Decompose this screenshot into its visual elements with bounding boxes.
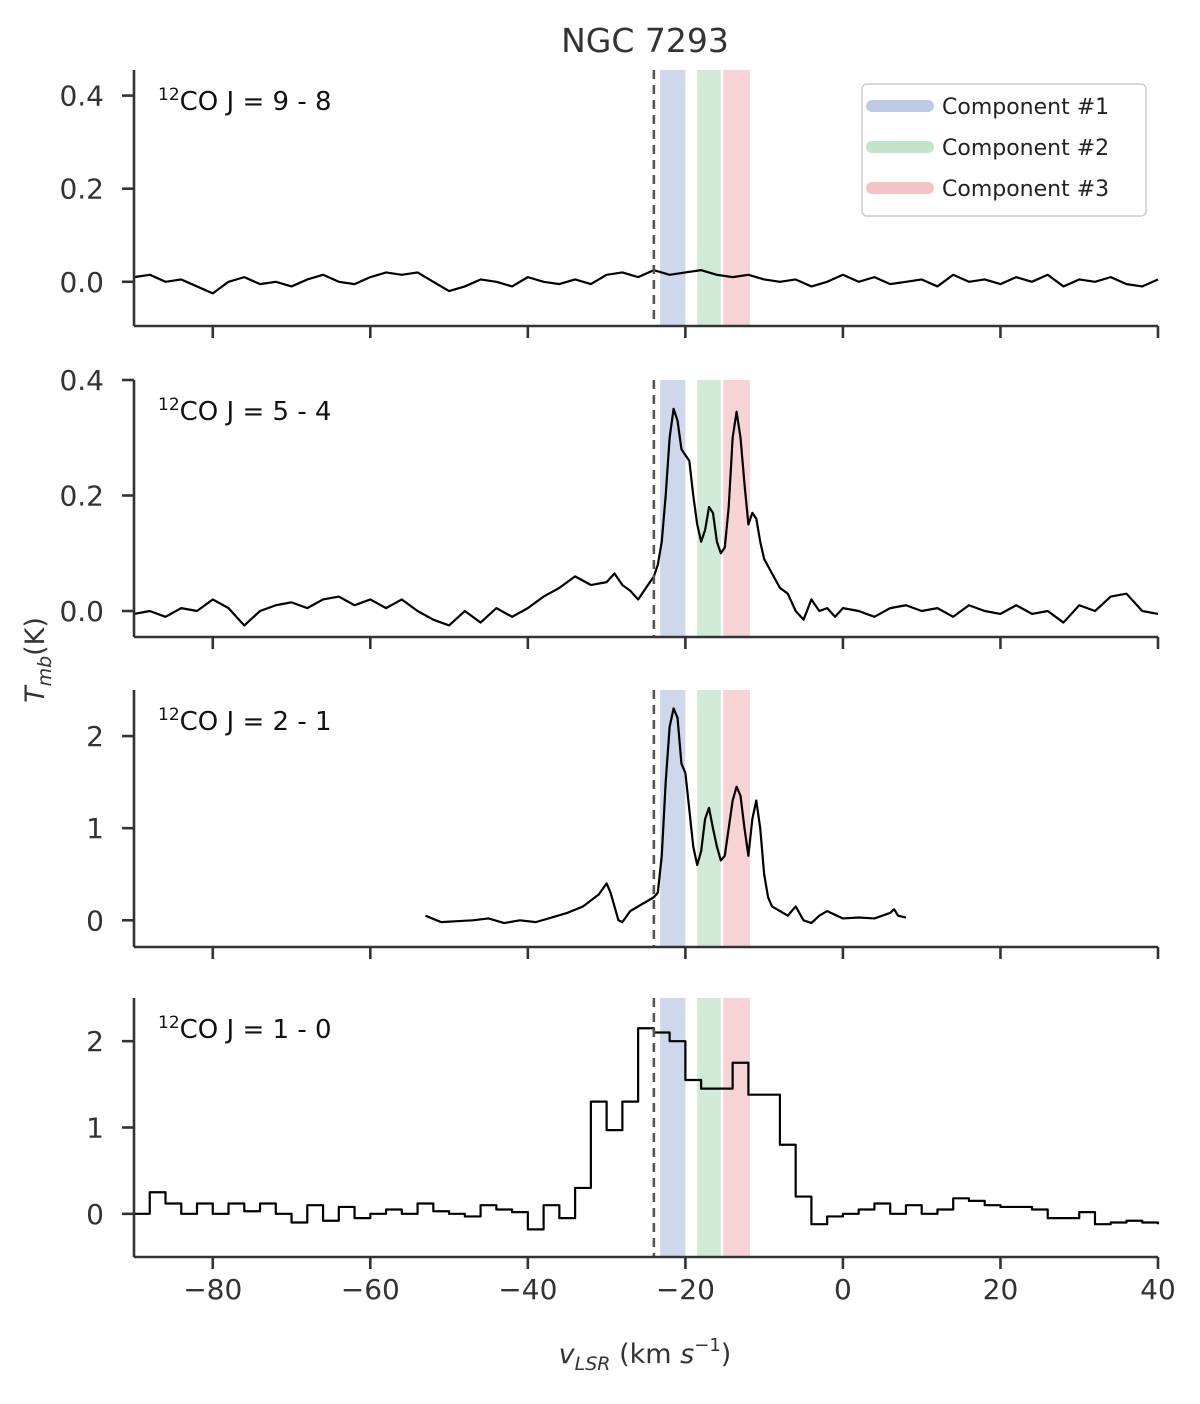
component-band-2 — [697, 70, 721, 326]
x-tick-label: 0 — [834, 1273, 852, 1306]
y-tick-label: 0.0 — [59, 595, 104, 628]
component-band-3 — [723, 70, 750, 326]
panel-label-isotope: 12 — [158, 705, 180, 725]
x-axis-title-part: (km — [611, 1339, 681, 1370]
component-band-1 — [660, 70, 686, 326]
panel-label-transition: CO J = 1 - 0 — [180, 1015, 332, 1045]
legend-label-1: Component #1 — [942, 95, 1109, 120]
panel-label-transition: CO J = 5 - 4 — [180, 397, 332, 427]
x-tick-label: −20 — [656, 1273, 715, 1306]
legend-box — [861, 83, 1147, 217]
x-tick-label: 20 — [983, 1273, 1019, 1306]
x-axis-title-part: −1 — [694, 1335, 721, 1356]
spectrum-line — [133, 269, 1159, 295]
spectrum-line — [133, 407, 1159, 627]
panel-label-isotope: 12 — [158, 85, 180, 105]
y-tick-label: 0.2 — [59, 173, 104, 206]
legend-label-2: Component #2 — [942, 136, 1109, 161]
x-tick-label: −40 — [498, 1273, 557, 1306]
y-tick-label: 2 — [86, 720, 104, 753]
component-band-3 — [723, 998, 750, 1257]
panel-label: 12CO J = 9 - 8 — [158, 85, 332, 117]
x-tick-label: −80 — [183, 1273, 242, 1306]
panel-label: 12CO J = 2 - 1 — [158, 705, 332, 737]
y-tick-label: 0 — [86, 1198, 104, 1231]
panel-label: 12CO J = 5 - 4 — [158, 395, 332, 427]
y-tick-label: 2 — [86, 1025, 104, 1058]
chart-title: NGC 7293 — [561, 21, 729, 60]
y-tick-label: 0.2 — [59, 480, 104, 513]
panel-label: 12CO J = 1 - 0 — [158, 1013, 332, 1045]
component-band-1 — [660, 998, 686, 1257]
spectrum-line — [425, 707, 907, 925]
panel-label-transition: CO J = 2 - 1 — [180, 707, 332, 737]
x-tick-label: 40 — [1140, 1273, 1176, 1306]
component-band-2 — [697, 690, 721, 947]
y-tick-label: 1 — [86, 1112, 104, 1145]
y-tick-label: 0 — [86, 904, 104, 937]
x-axis-title-part: LSR — [575, 1353, 611, 1375]
y-axis-title: Tmb(K) — [20, 617, 56, 703]
panel-label-isotope: 12 — [158, 1013, 180, 1033]
component-band-2 — [697, 998, 721, 1257]
x-axis-title-part: ) — [721, 1339, 732, 1370]
panel-label-isotope: 12 — [158, 395, 180, 415]
legend-label-3: Component #3 — [942, 177, 1109, 202]
x-axis-title-part: v — [559, 1339, 576, 1370]
y-axis-title-part: mb — [34, 656, 56, 687]
panel-label-transition: CO J = 9 - 8 — [180, 87, 332, 117]
spectrum-line — [134, 1027, 1160, 1231]
x-tick-label: −60 — [341, 1273, 400, 1306]
y-tick-label: 0.4 — [59, 364, 104, 397]
y-tick-label: 1 — [86, 812, 104, 845]
component-band-3 — [723, 690, 750, 947]
x-axis-title: vLSR (km s−1) — [559, 1335, 732, 1375]
x-axis-title-part: s — [680, 1339, 694, 1370]
y-tick-label: 0.4 — [59, 80, 104, 113]
y-axis-title-part: (K) — [20, 617, 51, 656]
y-axis-title-part: T — [20, 684, 51, 703]
y-tick-label: 0.0 — [59, 266, 104, 299]
